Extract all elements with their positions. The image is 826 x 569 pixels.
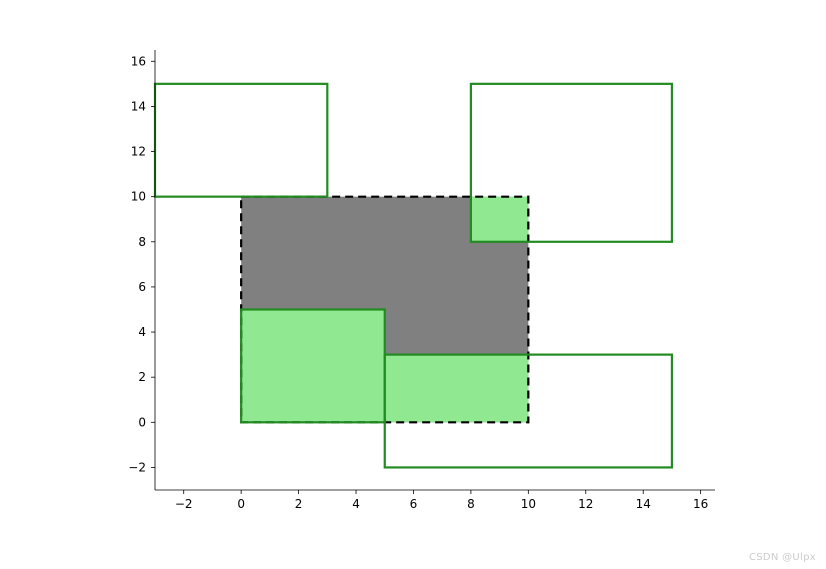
x-tick-label: 12 bbox=[578, 497, 593, 511]
y-tick-label: 0 bbox=[138, 415, 146, 429]
x-tick-label: 6 bbox=[410, 497, 418, 511]
y-tick-label: 8 bbox=[138, 235, 146, 249]
x-tick-label: 2 bbox=[295, 497, 303, 511]
x-tick-label: 8 bbox=[467, 497, 475, 511]
y-tick-label: 6 bbox=[138, 280, 146, 294]
y-tick-label: 4 bbox=[138, 325, 146, 339]
x-tick-label: 14 bbox=[636, 497, 651, 511]
y-tick-label: 14 bbox=[131, 99, 146, 113]
rect-bottom-left-fill bbox=[241, 309, 385, 422]
y-tick-label: 10 bbox=[131, 190, 146, 204]
y-tick-label: 2 bbox=[138, 370, 146, 384]
x-tick-label: 16 bbox=[693, 497, 708, 511]
x-tick-label: 4 bbox=[352, 497, 360, 511]
x-tick-label: 0 bbox=[237, 497, 245, 511]
x-tick-label: −2 bbox=[175, 497, 193, 511]
chart-svg: −2 0 2 4 6 8 10 12 14 16 −2 0 2 4 6 8 10 12 14 16 bbox=[0, 0, 826, 569]
chart-container: −2 0 2 4 6 8 10 12 14 16 −2 0 2 4 6 8 10 12 14 16 CSDN @Ulp… bbox=[0, 0, 826, 569]
watermark-text: CSDN @Ulpx bbox=[749, 552, 816, 563]
y-tick-label: 12 bbox=[131, 145, 146, 159]
y-tick-label: −2 bbox=[128, 460, 146, 474]
x-tick-label: 10 bbox=[521, 497, 536, 511]
y-tick-label: 16 bbox=[131, 54, 146, 68]
